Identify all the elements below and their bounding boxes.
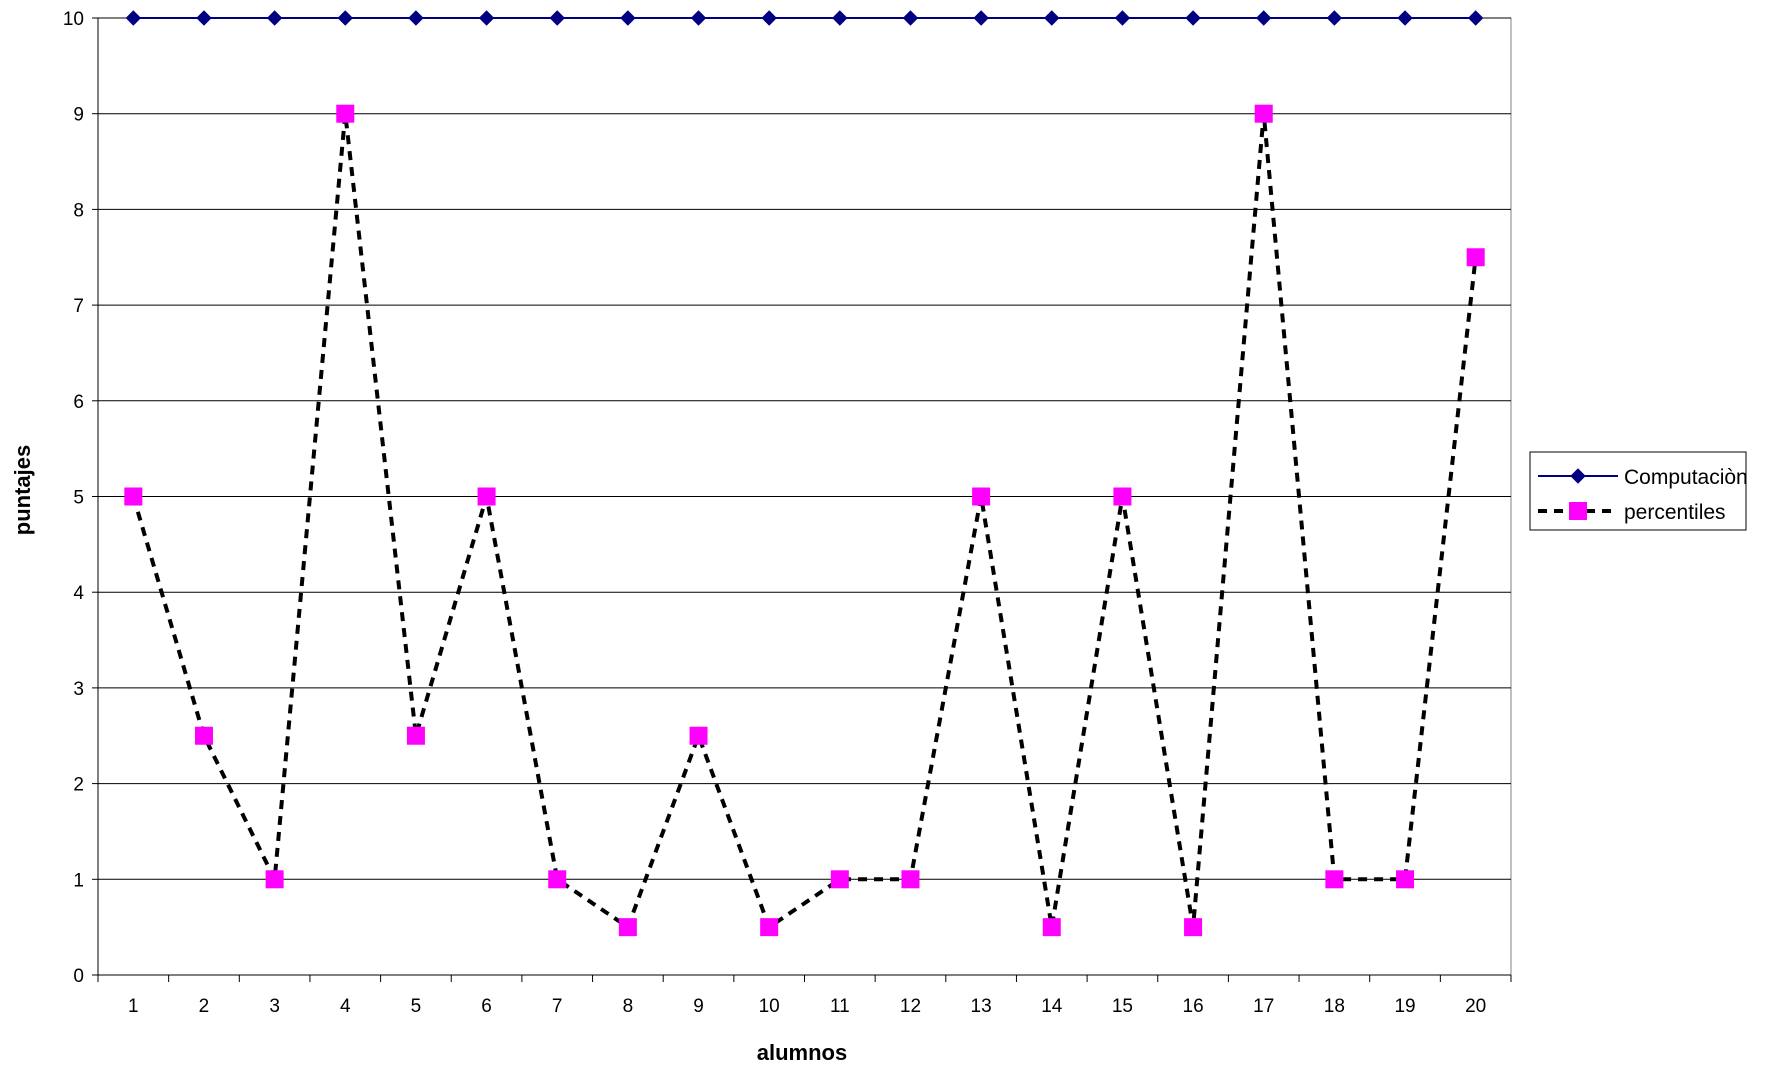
x-tick-label: 8: [623, 996, 634, 1017]
legend-marker: [1569, 502, 1587, 520]
y-tick-label: 3: [73, 679, 84, 700]
x-tick-label: 19: [1394, 996, 1415, 1017]
x-tick-label: 16: [1183, 996, 1204, 1017]
data-point: [196, 10, 212, 26]
legend: Computaciòn percentiles: [1529, 451, 1748, 531]
data-point: [477, 487, 496, 506]
x-tick-label: 3: [269, 996, 280, 1017]
x-tick-label: 18: [1324, 996, 1345, 1017]
x-tick-label: 9: [693, 996, 704, 1017]
data-point: [901, 870, 920, 889]
data-point: [406, 726, 425, 745]
data-point: [336, 104, 355, 123]
series-Computaciòn: [125, 10, 1484, 26]
data-point: [1466, 248, 1485, 267]
data-point: [1114, 10, 1131, 26]
data-point: [1113, 487, 1132, 506]
x-tick-label: 13: [971, 996, 992, 1017]
x-axis-title: alumnos: [757, 1040, 847, 1065]
series-group: [124, 10, 1485, 937]
data-point: [266, 10, 283, 26]
x-tick-label: 15: [1112, 996, 1133, 1017]
data-point: [549, 10, 565, 26]
data-point: [124, 487, 143, 506]
data-point: [618, 918, 637, 937]
data-point: [1396, 870, 1415, 889]
legend-label: percentiles: [1624, 501, 1726, 524]
legend-entry: percentiles: [1538, 501, 1726, 524]
data-point: [1326, 10, 1343, 26]
y-tick-label: 2: [73, 775, 84, 796]
data-point: [194, 726, 213, 745]
x-tick-label: 7: [552, 996, 563, 1017]
x-tick-label: 1: [128, 996, 139, 1017]
data-point: [1254, 104, 1273, 123]
legend-label: Computaciòn: [1624, 466, 1748, 489]
x-tick-label: 11: [830, 996, 850, 1017]
data-point: [1044, 10, 1060, 26]
data-point: [1256, 10, 1272, 26]
data-point: [1185, 10, 1201, 26]
x-tick-label: 5: [411, 996, 422, 1017]
data-point: [760, 918, 779, 937]
data-point: [690, 10, 707, 26]
y-tick-label: 5: [73, 488, 84, 509]
x-tick-label: 12: [900, 996, 921, 1017]
data-point: [548, 870, 567, 889]
data-point: [689, 726, 708, 745]
data-point: [1042, 918, 1061, 937]
x-tick-label: 10: [759, 996, 780, 1017]
data-point: [478, 10, 495, 26]
data-point: [1184, 918, 1203, 937]
legend-box: [1529, 451, 1747, 531]
data-point: [902, 10, 919, 26]
series-line: [131, 113, 1478, 931]
data-point: [761, 10, 777, 26]
legend-marker: [1570, 468, 1586, 484]
data-point: [408, 10, 424, 26]
data-point: [620, 10, 636, 26]
data-point: [830, 870, 849, 889]
y-tick-label: 7: [73, 296, 84, 317]
y-tick-label: 0: [73, 966, 84, 987]
data-point: [972, 487, 991, 506]
data-point: [1467, 10, 1484, 26]
data-point: [973, 10, 989, 26]
y-tick-label: 1: [73, 870, 84, 891]
data-point: [832, 10, 848, 26]
x-tick-label: 6: [481, 996, 492, 1017]
x-tick-label: 2: [199, 996, 210, 1017]
data-point: [1397, 10, 1413, 26]
data-point: [337, 10, 353, 26]
x-tick-label: 4: [340, 996, 351, 1017]
data-point: [1325, 870, 1344, 889]
y-tick-label: 10: [63, 9, 84, 30]
series-percentiles: [124, 104, 1485, 937]
data-point: [265, 870, 284, 889]
y-tick-label: 8: [73, 200, 84, 221]
y-tick-label: 6: [73, 392, 84, 413]
x-tick-label: 17: [1253, 996, 1274, 1017]
x-tick-label: 20: [1465, 996, 1486, 1017]
data-point: [125, 10, 142, 26]
y-tick-label: 9: [73, 105, 84, 126]
x-tick-label: 14: [1041, 996, 1063, 1017]
legend-entry: Computaciòn: [1538, 466, 1748, 489]
y-tick-label: 4: [73, 583, 84, 604]
y-axis-title: puntajes: [10, 445, 35, 535]
